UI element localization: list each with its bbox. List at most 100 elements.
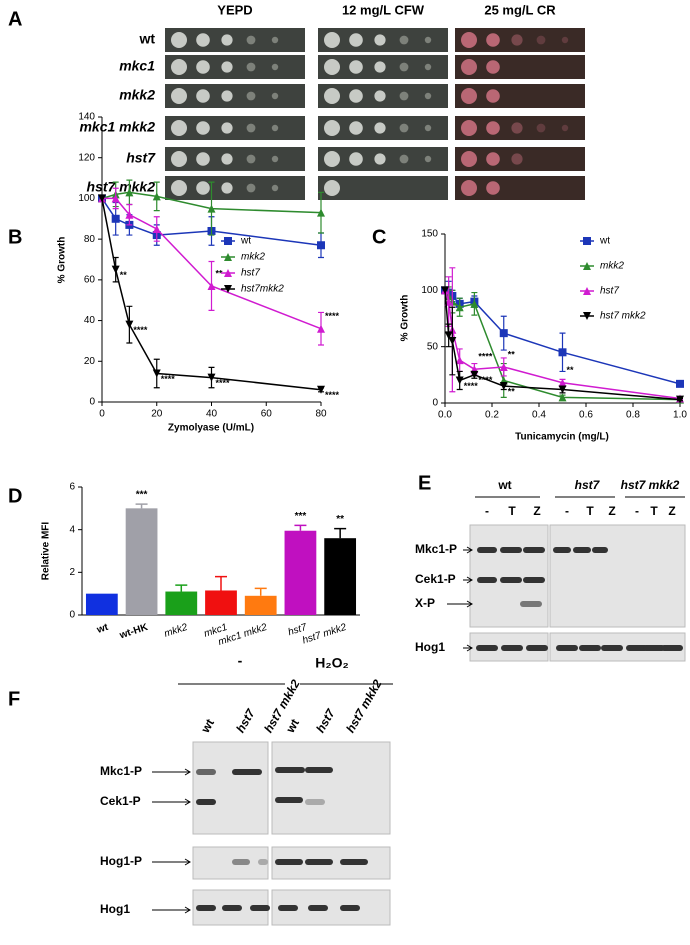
blot — [271, 741, 391, 835]
band-label: Hog1 — [415, 640, 445, 654]
y-axis-label: % Growth — [57, 237, 68, 284]
spot — [374, 122, 386, 134]
band — [305, 767, 333, 773]
band — [340, 859, 368, 865]
group-label: hst7 — [575, 478, 601, 492]
row-label: mkc1 — [119, 58, 155, 74]
band — [196, 905, 216, 911]
spot — [221, 61, 233, 73]
spot — [324, 120, 340, 136]
column-header: 25 mg/L CR — [484, 2, 556, 17]
legend-marker — [583, 237, 591, 245]
spot — [536, 123, 546, 133]
significance: ** — [508, 386, 516, 396]
band-label: Cek1-P — [415, 572, 456, 586]
spot — [171, 88, 187, 104]
spot — [486, 152, 500, 166]
significance: *** — [136, 490, 148, 501]
spot — [461, 59, 477, 75]
legend-marker — [224, 237, 232, 245]
row-label: wt — [138, 31, 155, 47]
spot — [374, 90, 386, 102]
significance: ** — [567, 365, 575, 375]
spot — [399, 123, 409, 133]
arrow — [447, 600, 473, 608]
significance: **** — [464, 381, 479, 391]
y-tick-label: 2 — [69, 567, 75, 578]
plate-strip — [165, 116, 305, 140]
marker — [470, 299, 479, 308]
panel-label: F — [8, 688, 20, 710]
legend-label: hst7 — [600, 286, 619, 297]
spot — [486, 60, 500, 74]
band — [661, 645, 683, 651]
spot — [374, 34, 386, 46]
blot — [549, 524, 686, 628]
error-bar — [254, 587, 267, 596]
y-tick-label: 40 — [84, 315, 96, 326]
spot — [399, 154, 409, 164]
significance: ** — [508, 349, 516, 359]
marker — [441, 286, 449, 295]
spot — [196, 33, 210, 47]
legend-marker — [583, 262, 591, 270]
spot — [561, 124, 569, 132]
blot — [192, 741, 269, 835]
lane-label: hst7 — [233, 706, 258, 736]
marker — [676, 379, 684, 388]
spot — [221, 122, 233, 134]
band-label: Mkc1-P — [415, 542, 457, 556]
spot — [374, 153, 386, 165]
band — [553, 547, 571, 553]
legend-label: wt — [240, 236, 251, 247]
marker — [455, 356, 464, 365]
band — [523, 547, 545, 553]
legend-label: hst7 — [241, 268, 260, 279]
band — [477, 577, 497, 583]
spot — [561, 36, 569, 44]
arrow — [463, 546, 473, 554]
x-tick-label: 0 — [99, 409, 105, 420]
arrow — [463, 644, 473, 652]
significance: ** — [120, 270, 128, 280]
spot — [221, 34, 233, 46]
spot — [399, 62, 409, 72]
band — [579, 645, 601, 651]
spot — [324, 180, 340, 196]
y-tick-label: 140 — [78, 112, 95, 123]
band — [477, 547, 497, 553]
y-tick-label: 0 — [89, 397, 95, 408]
group-label: wt — [497, 478, 511, 492]
spot — [324, 32, 340, 48]
marker — [317, 241, 325, 250]
row-label: mkc1 mkk2 — [79, 119, 155, 135]
band-label: Hog1 — [100, 902, 130, 916]
spot — [324, 88, 340, 104]
y-tick-label: 100 — [78, 193, 95, 204]
lane-label: - — [485, 504, 489, 518]
error-bar — [175, 584, 188, 592]
spot — [246, 35, 256, 45]
spot — [271, 92, 279, 100]
marker — [676, 395, 684, 404]
spot — [461, 180, 477, 196]
panel-label: B — [8, 226, 22, 248]
y-tick-label: 0 — [69, 610, 75, 621]
row-label: hst7 — [126, 150, 156, 166]
lane-label: hst7 mkk2 — [343, 677, 385, 735]
significance: **** — [325, 311, 340, 321]
legend-label: hst7mkk2 — [241, 284, 284, 295]
band — [258, 859, 268, 865]
spot — [486, 121, 500, 135]
spot — [246, 62, 256, 72]
spot — [271, 36, 279, 44]
band — [523, 577, 545, 583]
group-label: H₂O₂ — [315, 655, 348, 671]
marker — [448, 337, 457, 346]
marker — [207, 281, 216, 290]
spot — [374, 61, 386, 73]
legend-label: mkk2 — [241, 252, 265, 263]
spot — [461, 32, 477, 48]
x-tick-label: 80 — [315, 409, 327, 420]
band — [232, 769, 262, 775]
